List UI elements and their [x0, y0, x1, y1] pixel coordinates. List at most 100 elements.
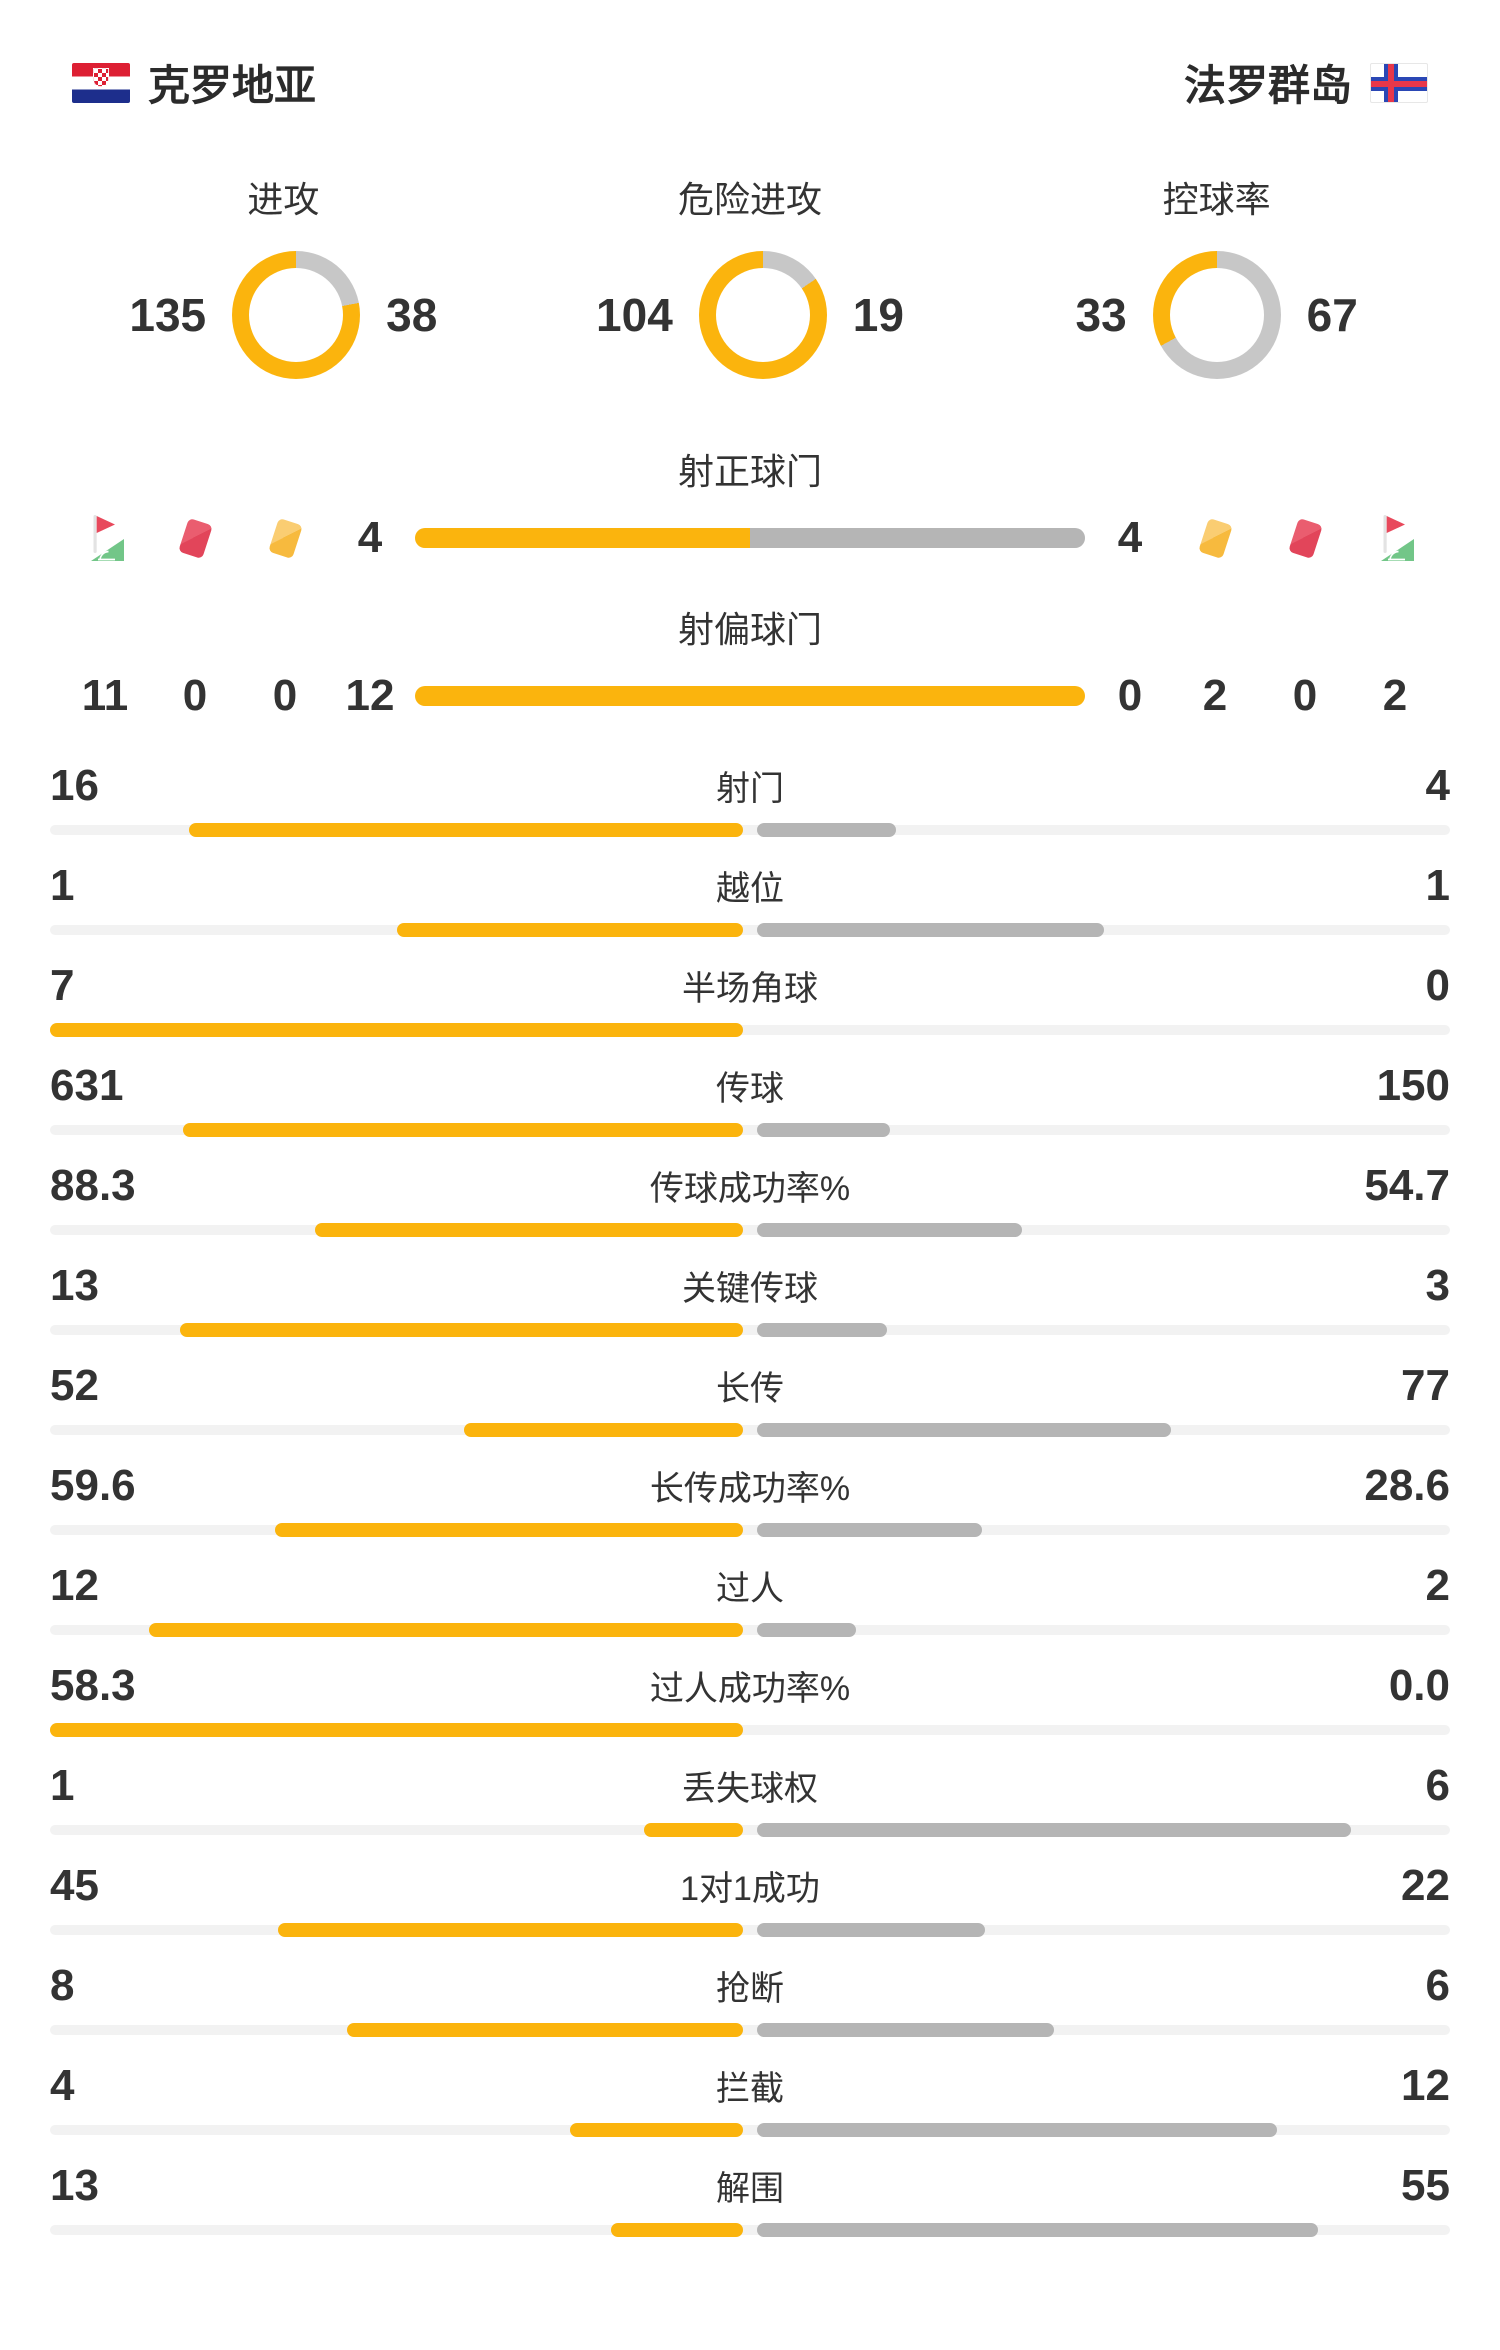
- donut-away-value: 19: [852, 289, 904, 341]
- stats-list: 16 射门 4 1 越位 1 7 半场角球 0 631 传球 150 88.3 传球成功率% 54.7 13 关…: [50, 761, 1450, 2237]
- stat-bar: [50, 823, 1450, 837]
- stat-line: 58.3 过人成功率% 0.0: [50, 1661, 1450, 1711]
- faroe-islands-flag-icon: [1370, 62, 1428, 103]
- stat-row: 58.3 过人成功率% 0.0: [50, 1661, 1450, 1737]
- shots-on-target-row: 4 4: [50, 509, 1450, 567]
- stat-bar-home-segment: [50, 1023, 743, 1037]
- stat-bar-track: [50, 925, 1450, 935]
- shots-off-target-row: 11 0 0 12 0 2 0 2: [50, 667, 1450, 725]
- stat-bar: [50, 1323, 1450, 1337]
- stat-bar-track: [50, 1325, 1450, 1335]
- stat-home-value: 13: [50, 2161, 99, 2210]
- stat-away-value: 3: [1425, 1261, 1450, 1310]
- stat-bar: [50, 1823, 1450, 1837]
- donut-ring: [1152, 251, 1281, 379]
- stat-bar-track: [50, 1425, 1450, 1435]
- home-discipline-counts: 11 0 0: [50, 671, 330, 721]
- team-home-name: 克罗地亚: [148, 62, 317, 109]
- stat-bar-home-segment: [277, 1923, 743, 1937]
- stat-bar-track: [50, 1925, 1450, 1935]
- stat-away-value: 6: [1425, 1761, 1450, 1810]
- stat-bar-away-segment: [757, 1323, 887, 1337]
- donut-away-value: 38: [386, 289, 438, 341]
- stat-home-value: 7: [50, 961, 75, 1010]
- stat-bar-track: [50, 1125, 1450, 1135]
- away-red-cards-count: 0: [1292, 671, 1318, 720]
- stat-row: 4 拦截 12: [50, 2061, 1450, 2137]
- stat-label: 传球成功率%: [649, 1170, 851, 1208]
- donut-gauge: 危险进攻 104 19: [517, 171, 984, 381]
- home-red-cards-count: 0: [182, 671, 208, 720]
- stat-bar-track: [50, 2025, 1450, 2035]
- home-discipline-icons: [50, 515, 330, 561]
- stat-bar: [50, 2023, 1450, 2037]
- stat-row: 88.3 传球成功率% 54.7: [50, 1161, 1450, 1237]
- donut-home-value: 104: [596, 289, 673, 341]
- stat-away-value: 1: [1425, 861, 1450, 910]
- stat-bar-away-segment: [757, 1223, 1023, 1237]
- stat-line: 13 解围 55: [50, 2161, 1450, 2211]
- stat-label: 抢断: [716, 1970, 784, 2008]
- team-away: 法罗群岛: [1184, 52, 1428, 113]
- stat-home-value: 1: [50, 1761, 75, 1810]
- stat-bar-away-segment: [757, 1423, 1171, 1437]
- away-corners-count: 2: [1382, 671, 1408, 720]
- stat-bar-track: [50, 1625, 1450, 1635]
- donut-gauge: 进攻 135 38: [50, 171, 517, 381]
- shots-off-target-title: 射偏球门: [677, 609, 822, 650]
- stat-bar: [50, 2123, 1450, 2137]
- stat-bar-home-segment: [346, 2023, 743, 2037]
- away-yellow-cards-count: 2: [1202, 671, 1228, 720]
- donut-home-value: 135: [129, 289, 207, 341]
- stat-line: 52 长传 77: [50, 1361, 1450, 1411]
- yellow-card-icon: [1190, 517, 1240, 559]
- stat-row: 16 射门 4: [50, 761, 1450, 837]
- stat-label: 越位: [716, 870, 784, 908]
- stat-bar: [50, 1623, 1450, 1637]
- stat-home-value: 88.3: [50, 1161, 136, 1210]
- stat-bar-home-segment: [463, 1423, 743, 1437]
- stat-bar: [50, 1223, 1450, 1237]
- stat-bar-away-segment: [757, 1623, 856, 1637]
- stat-away-value: 54.7: [1364, 1161, 1450, 1210]
- stat-home-value: 45: [50, 1861, 99, 1910]
- stat-line: 7 半场角球 0: [50, 961, 1450, 1011]
- stat-bar-home-segment: [644, 1823, 743, 1837]
- stat-bar-away-segment: [757, 1823, 1352, 1837]
- stat-bar: [50, 1023, 1450, 1037]
- donut-row: 33 67: [1076, 249, 1358, 381]
- croatia-flag-icon: [72, 62, 130, 103]
- stat-bar: [50, 1923, 1450, 1937]
- stat-label: 拦截: [716, 2070, 784, 2108]
- stat-home-value: 58.3: [50, 1661, 136, 1710]
- stat-bar-track: [50, 2225, 1450, 2235]
- donut-row: 135 38: [129, 249, 437, 381]
- red-card-icon: [170, 517, 220, 559]
- corner-flag-icon: [80, 515, 130, 561]
- shots-off-target-home-value: 12: [345, 671, 395, 720]
- stat-bar: [50, 1123, 1450, 1137]
- stat-bar-home-segment: [188, 823, 743, 837]
- stat-bar-track: [50, 1825, 1450, 1835]
- stat-bar-home-segment: [315, 1223, 743, 1237]
- stat-label: 1对1成功: [680, 1870, 820, 1908]
- stat-bar-home-segment: [50, 1723, 743, 1737]
- stat-bar-away-segment: [757, 2223, 1318, 2237]
- stat-bar-home-segment: [148, 1623, 743, 1637]
- stat-home-value: 8: [50, 1961, 75, 2010]
- stat-bar-track: [50, 2125, 1450, 2135]
- stat-home-value: 16: [50, 761, 99, 810]
- stat-line: 45 1对1成功 22: [50, 1861, 1450, 1911]
- shots-off-target-bar: [415, 686, 1085, 706]
- stat-away-value: 12: [1401, 2061, 1450, 2110]
- stat-label: 关键传球: [682, 1270, 818, 1308]
- stat-bar-away-segment: [757, 1923, 985, 1937]
- stat-bar-home-segment: [179, 1323, 743, 1337]
- stat-label: 传球: [716, 1070, 784, 1108]
- stat-away-value: 6: [1425, 1961, 1450, 2010]
- stat-line: 16 射门 4: [50, 761, 1450, 811]
- stat-row: 59.6 长传成功率% 28.6: [50, 1461, 1450, 1537]
- stat-bar-away-segment: [757, 823, 896, 837]
- stat-bar-home-segment: [569, 2123, 743, 2137]
- stat-bar-away-segment: [757, 2023, 1054, 2037]
